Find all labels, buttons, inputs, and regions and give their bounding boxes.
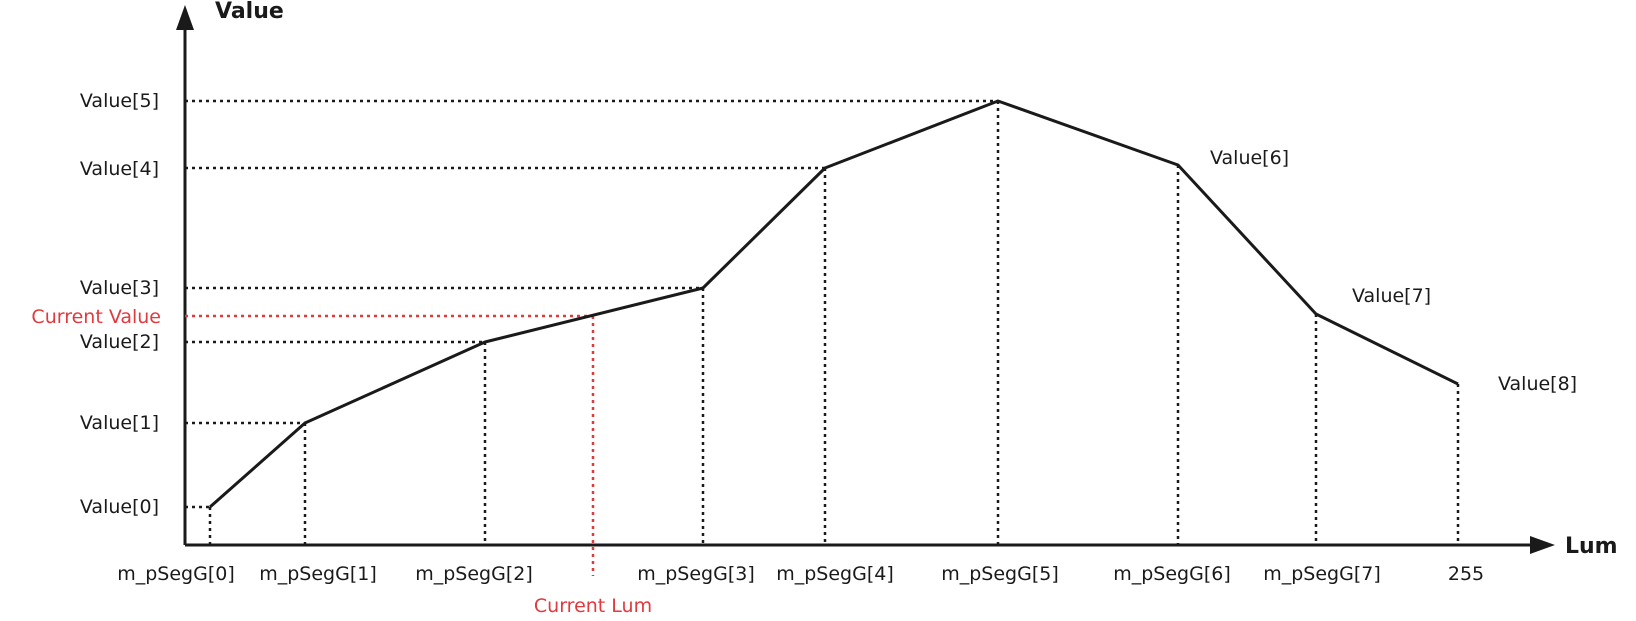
y-label-1: Value[1] [80, 412, 159, 434]
right-label-7: Value[7] [1352, 285, 1431, 307]
current-lum-label: Current Lum [534, 595, 652, 617]
x-labels: m_pSegG[0] m_pSegG[1] m_pSegG[2] m_pSegG… [117, 563, 1484, 617]
x-label-3: m_pSegG[3] [637, 563, 755, 585]
right-label-8: Value[8] [1498, 373, 1577, 395]
x-label-0: m_pSegG[0] [117, 563, 235, 585]
x-label-2: m_pSegG[2] [415, 563, 533, 585]
y-label-2: Value[2] [80, 331, 159, 353]
x-axis-arrow [1530, 536, 1555, 554]
y-axis-title: Value [215, 0, 284, 24]
x-label-1: m_pSegG[1] [259, 563, 377, 585]
x-axis-title: Lum [1565, 534, 1618, 559]
current-marker [185, 314, 595, 576]
y-label-0: Value[0] [80, 496, 159, 518]
y-label-3: Value[3] [80, 277, 159, 299]
x-label-6: m_pSegG[6] [1113, 563, 1231, 585]
y-label-5: Value[5] [80, 90, 159, 112]
segment-curve [209, 99, 1459, 509]
x-label-7: m_pSegG[7] [1263, 563, 1381, 585]
current-value-label: Current Value [31, 306, 161, 328]
y-axis-arrow [176, 5, 194, 30]
right-labels: Value[6] Value[7] Value[8] [1210, 147, 1577, 395]
vertical-guides [208, 101, 1460, 545]
x-label-5: m_pSegG[5] [941, 563, 1059, 585]
x-label-255: 255 [1448, 563, 1484, 585]
y-label-4: Value[4] [80, 158, 159, 180]
x-label-4: m_pSegG[4] [776, 563, 894, 585]
y-labels: Value[0] Value[1] Value[2] Value[3] Valu… [31, 90, 161, 518]
axes: Value Lum [176, 0, 1618, 559]
right-label-6: Value[6] [1210, 147, 1289, 169]
horizontal-guides [185, 99, 998, 509]
